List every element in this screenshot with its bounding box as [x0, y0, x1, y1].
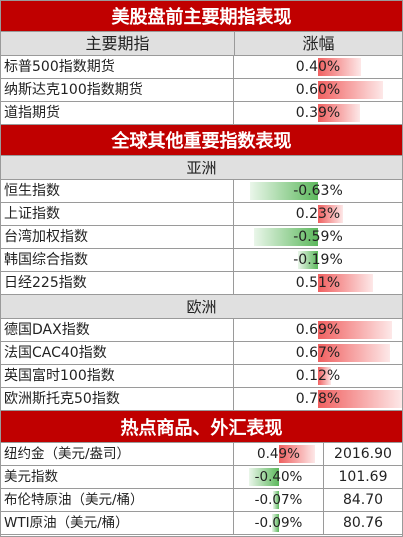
row-name: 布伦特原油（美元/桶）: [1, 489, 234, 511]
positive-data-bar: [318, 274, 373, 292]
table-row: 标普500指数期货 0.40%: [1, 56, 402, 79]
change-cell: -0.19%: [234, 249, 402, 271]
positive-data-bar: [318, 104, 360, 122]
change-value: -0.59%: [293, 229, 343, 245]
commodities-banner: 热点商品、外汇表现: [1, 411, 402, 443]
region-asia-header: 亚洲: [1, 156, 402, 180]
change-cell: -0.63%: [234, 180, 402, 202]
change-value: 0.67%: [295, 345, 341, 361]
change-value: -0.63%: [293, 183, 343, 199]
change-value: 0.40%: [295, 59, 341, 75]
table-row: 布伦特原油（美元/桶） -0.07% 84.70: [1, 489, 402, 512]
row-name: 道指期货: [1, 102, 234, 124]
positive-data-bar: [318, 81, 383, 99]
price-value: 84.70: [342, 492, 384, 508]
row-name: 英国富时100指数: [1, 365, 234, 387]
commodities-title: 热点商品、外汇表现: [120, 417, 283, 439]
global-indices-title: 全球其他重要指数表现: [111, 131, 292, 152]
region-europe-header: 欧洲: [1, 295, 402, 319]
row-name: 恒生指数: [1, 180, 234, 202]
us-futures-title: 美股盘前主要期指表现: [111, 7, 292, 28]
change-value: -0.40%: [254, 469, 303, 485]
table-row: 纳斯达克100指数期货 0.60%: [1, 79, 402, 102]
row-name: 欧洲斯托克50指数: [1, 388, 234, 410]
row-name: 美元指数: [1, 466, 234, 488]
change-cell: -0.09%: [234, 512, 324, 534]
negative-data-bar: [271, 514, 279, 532]
positive-data-bar: [318, 367, 331, 385]
change-value: 0.23%: [295, 206, 341, 222]
row-name: 韩国综合指数: [1, 249, 234, 271]
row-name: 纽约金（美元/盎司）: [1, 443, 234, 465]
table-row: 韩国综合指数 -0.19%: [1, 249, 402, 272]
change-value: 0.69%: [295, 322, 341, 338]
row-name: 法国CAC40指数: [1, 342, 234, 364]
negative-data-bar: [273, 491, 279, 509]
table-row: 英国富时100指数 0.12%: [1, 365, 402, 388]
change-value: 0.78%: [295, 391, 341, 407]
global-indices-banner: 全球其他重要指数表现: [1, 125, 402, 156]
table-row: 欧洲斯托克50指数 0.78%: [1, 388, 402, 411]
price-value: 2016.90: [334, 446, 392, 462]
table-row: 纽约金（美元/盎司） 0.49% 2016.90: [1, 443, 402, 466]
positive-data-bar: [278, 445, 315, 463]
negative-data-bar: [250, 182, 318, 200]
change-cell: 0.49%: [234, 443, 324, 465]
price-value: 80.76: [342, 515, 384, 531]
table-row: 德国DAX指数 0.69%: [1, 319, 402, 342]
positive-data-bar: [318, 390, 402, 408]
change-cell: 0.60%: [234, 79, 402, 101]
change-value: -0.09%: [254, 515, 303, 531]
region-asia-label: 亚洲: [186, 159, 217, 177]
change-cell: 0.12%: [234, 365, 402, 387]
table-row: 美元指数 -0.40% 101.69: [1, 466, 402, 489]
change-cell: 0.69%: [234, 319, 402, 341]
positive-data-bar: [318, 205, 343, 223]
positive-data-bar: [318, 58, 362, 76]
table-row: 道指期货 0.39%: [1, 102, 402, 125]
row-name: WTI原油（美元/桶）: [1, 512, 234, 534]
price-value: 101.69: [338, 469, 388, 485]
table-row: 日经225指数 0.51%: [1, 272, 402, 295]
change-value: -0.19%: [293, 252, 343, 268]
column-header-name: 主要期指: [1, 32, 235, 55]
change-value: 0.51%: [295, 275, 341, 291]
change-cell: 0.39%: [234, 102, 402, 124]
table-row: 台湾加权指数 -0.59%: [1, 226, 402, 249]
change-value: -0.07%: [254, 492, 303, 508]
change-cell: -0.59%: [234, 226, 402, 248]
table-row: WTI原油（美元/桶） -0.09% 80.76: [1, 512, 402, 535]
negative-data-bar: [297, 251, 318, 269]
row-name: 纳斯达克100指数期货: [1, 79, 234, 101]
row-name: 德国DAX指数: [1, 319, 234, 341]
row-name: 日经225指数: [1, 272, 234, 294]
change-cell: -0.40%: [234, 466, 324, 488]
change-value: 0.49%: [257, 446, 300, 462]
change-cell: -0.07%: [234, 489, 324, 511]
positive-data-bar: [318, 321, 393, 339]
positive-data-bar: [318, 344, 391, 362]
change-cell: 0.78%: [234, 388, 402, 410]
table-row: 法国CAC40指数 0.67%: [1, 342, 402, 365]
change-value: 0.39%: [295, 105, 341, 121]
change-value: 0.12%: [295, 368, 341, 384]
change-cell: 0.51%: [234, 272, 402, 294]
table-row: 恒生指数 -0.63%: [1, 180, 402, 203]
row-name: 上证指数: [1, 203, 234, 225]
us-futures-banner: 美股盘前主要期指表现: [1, 1, 402, 32]
change-cell: 0.23%: [234, 203, 402, 225]
negative-data-bar: [254, 228, 318, 246]
region-europe-label: 欧洲: [186, 298, 217, 316]
table-row: 上证指数 0.23%: [1, 203, 402, 226]
change-cell: 0.67%: [234, 342, 402, 364]
change-value: 0.60%: [295, 82, 341, 98]
row-name: 标普500指数期货: [1, 56, 234, 78]
column-header-row: 主要期指 涨幅: [1, 32, 402, 56]
negative-data-bar: [248, 468, 279, 486]
row-name: 台湾加权指数: [1, 226, 234, 248]
column-header-change: 涨幅: [302, 34, 335, 53]
change-cell: 0.40%: [234, 56, 402, 78]
